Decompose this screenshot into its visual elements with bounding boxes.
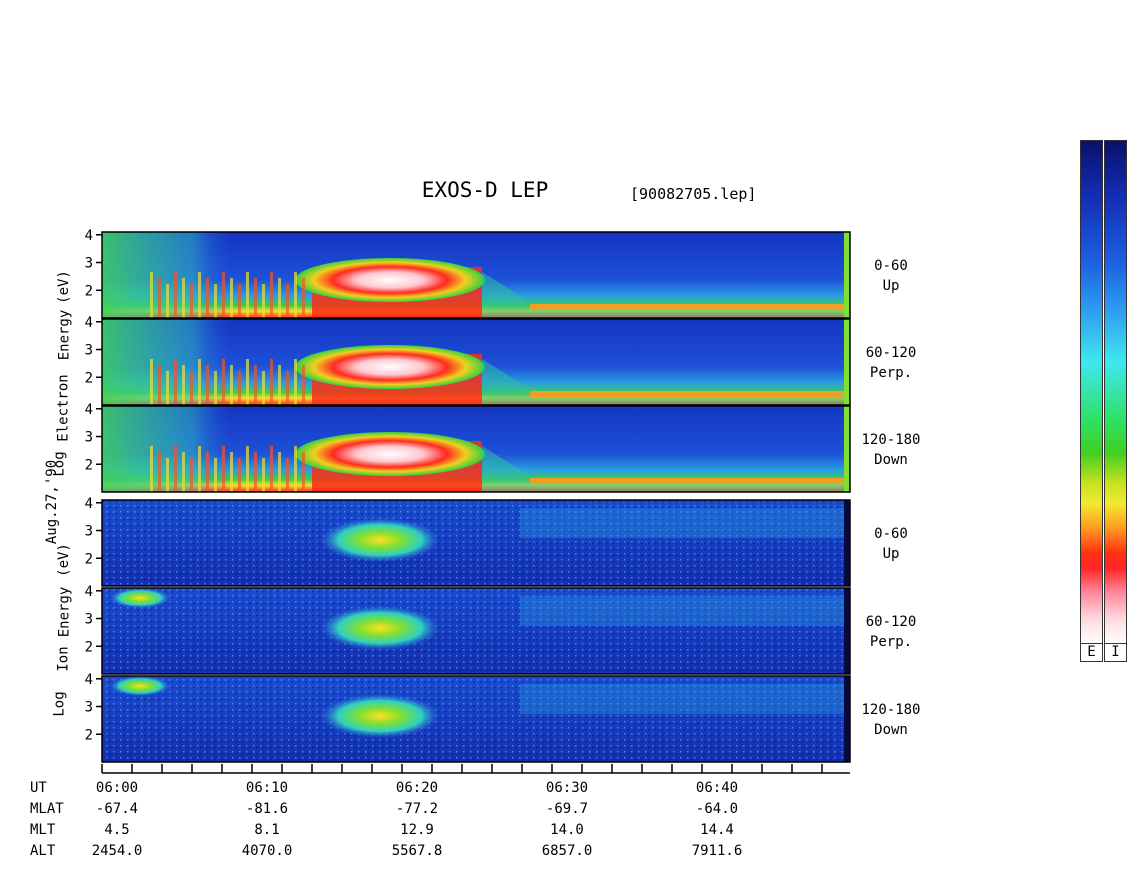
electron-panel-60-120 (101, 318, 851, 406)
pitch-direction: Perp. (869, 365, 913, 381)
pitch-direction: Down (874, 452, 908, 468)
energy-tick-label: 4 (85, 402, 93, 418)
orbit-ut-value: 06:30 (545, 780, 589, 796)
orbit-mlat-value: -81.6 (245, 801, 289, 817)
ion-axis-ion: Ion (55, 646, 72, 672)
band-label-ion-4: 60-120 Perp. (855, 612, 927, 652)
electron-axis-energy: Energy (56, 309, 73, 361)
ion-panel-120-180 (101, 675, 851, 763)
pitch-direction: Up (882, 546, 900, 562)
time-axis (101, 764, 850, 774)
pitch-direction: Down (874, 722, 908, 738)
ion-axis-log: Log (51, 691, 68, 717)
colorbar-electron (1080, 140, 1103, 645)
energy-tick-label: 3 (85, 700, 93, 716)
energy-tick-label: 4 (85, 496, 93, 512)
energy-tick-label: 2 (85, 370, 93, 386)
orbit-alt-value: 6857.0 (541, 843, 593, 859)
ion-axis-energy: Energy (56, 586, 73, 638)
pitch-range: 60-120 (865, 614, 917, 630)
colorbar-ion (1104, 140, 1127, 645)
energy-tick-label: 3 (85, 343, 93, 359)
pitch-direction: Up (882, 278, 900, 294)
electron-panel-0-60 (101, 231, 851, 319)
spectrogram-panels (101, 231, 851, 763)
pitch-range: 120-180 (861, 702, 921, 718)
ion-panel-0-60 (101, 499, 851, 587)
energy-tick-label: 2 (85, 457, 93, 473)
colorbar-electron-label: E (1080, 643, 1103, 662)
electron-axis-electron: Electron (55, 374, 72, 442)
orbit-ut-value: 06:00 (95, 780, 139, 796)
electron-panel-120-180 (101, 405, 851, 493)
electron-axis-unit: (eV) (55, 270, 72, 304)
orbit-alt-value: 5567.8 (391, 843, 443, 859)
orbit-ut-value: 06:10 (245, 780, 289, 796)
orbit-mlat-value: -69.7 (545, 801, 589, 817)
orbit-mlt-value: 8.1 (254, 822, 280, 838)
energy-tick-label: 2 (85, 283, 93, 299)
colorbar-ion-label: I (1104, 643, 1127, 662)
orbit-row-alt: ALT (30, 843, 56, 859)
energy-tick-label: 4 (85, 315, 93, 331)
orbit-row-mlt: MLT (30, 822, 56, 838)
orbit-mlt-value: 12.9 (400, 822, 434, 838)
orbit-alt-value: 4070.0 (241, 843, 293, 859)
orbit-ut-value: 06:20 (395, 780, 439, 796)
orbit-row-mlat: MLAT (30, 801, 64, 817)
pitch-range: 120-180 (861, 432, 921, 448)
band-label-electron-0: 0-60 Up (855, 256, 927, 296)
energy-tick-label: 3 (85, 524, 93, 540)
pitch-range: 0-60 (874, 258, 908, 274)
orbit-mlat-value: -64.0 (695, 801, 739, 817)
energy-tick-label: 4 (85, 584, 93, 600)
orbit-mlt-value: 4.5 (104, 822, 130, 838)
energy-tick-label: 3 (85, 256, 93, 272)
orbit-alt-value: 7911.6 (691, 843, 743, 859)
energy-tick-label: 2 (85, 551, 93, 567)
orbit-mlt-value: 14.0 (550, 822, 584, 838)
file-name: [90082705.lep] (630, 185, 757, 203)
energy-tick-label: 2 (85, 639, 93, 655)
energy-tick-label: 3 (85, 430, 93, 446)
band-label-electron-1: 60-120 Perp. (855, 343, 927, 383)
ion-axis-unit: (eV) (55, 543, 72, 577)
date-label: Aug.27,'90 (44, 459, 61, 545)
orbit-mlat-value: -67.4 (95, 801, 139, 817)
plot-title: EXOS-D LEP (421, 178, 549, 202)
orbit-row-ut: UT (30, 780, 47, 796)
energy-tick-label: 4 (85, 672, 93, 688)
ion-panel-60-120 (101, 587, 851, 675)
pitch-range: 0-60 (874, 526, 908, 542)
orbit-mlat-value: -77.2 (395, 801, 439, 817)
orbit-ut-value: 06:40 (695, 780, 739, 796)
energy-ticks: 2 3 4 2 3 4 2 3 4 2 3 4 2 3 4 2 3 4 (85, 228, 102, 743)
pitch-direction: Perp. (869, 634, 913, 650)
orbit-mlt-value: 14.4 (700, 822, 734, 838)
band-label-ion-5: 120-180 Down (855, 700, 927, 740)
band-label-ion-3: 0-60 Up (855, 524, 927, 564)
energy-tick-label: 4 (85, 228, 93, 244)
orbit-alt-value: 2454.0 (91, 843, 143, 859)
energy-tick-label: 3 (85, 612, 93, 628)
energy-tick-label: 2 (85, 727, 93, 743)
band-label-electron-2: 120-180 Down (855, 430, 927, 470)
pitch-range: 60-120 (865, 345, 917, 361)
